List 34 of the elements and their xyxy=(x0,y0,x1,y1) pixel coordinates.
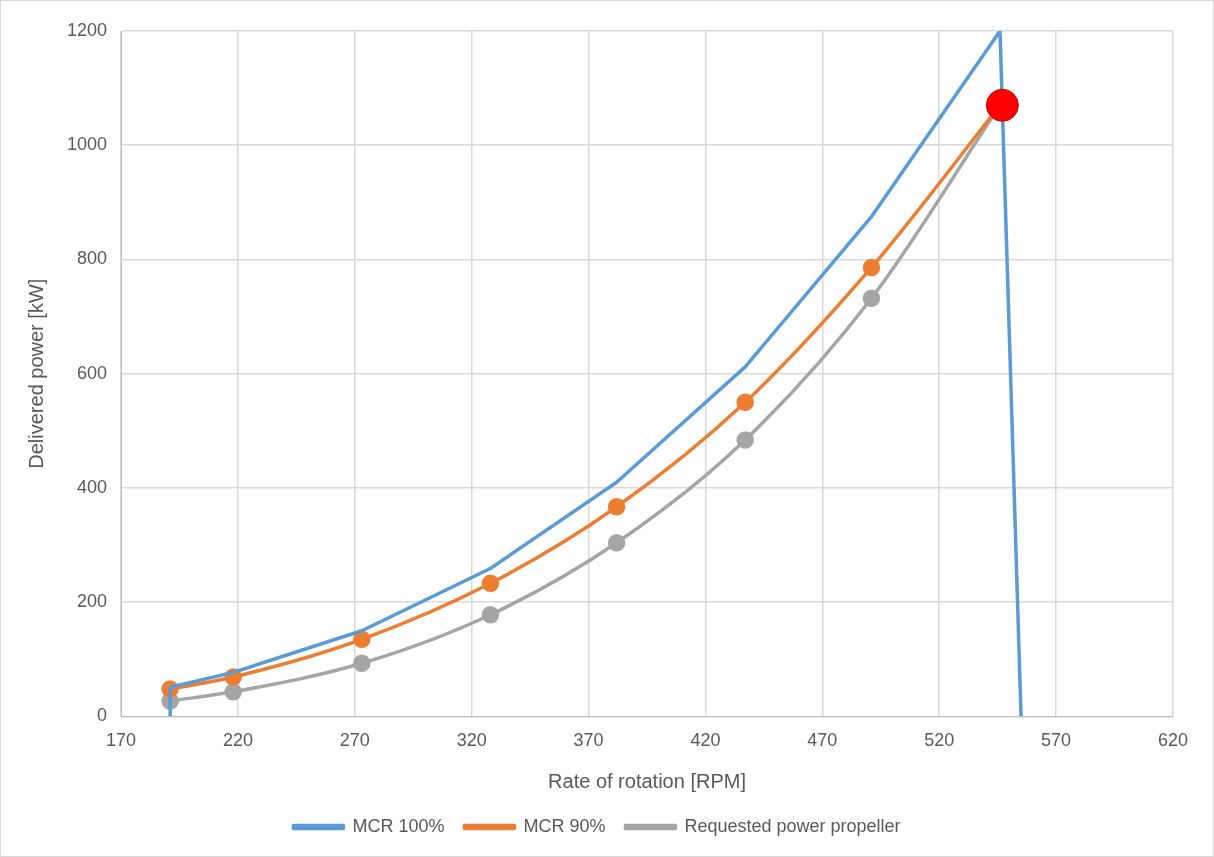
point xyxy=(607,498,626,516)
point xyxy=(862,289,881,308)
point xyxy=(481,605,500,624)
legend-label: MCR 90% xyxy=(523,815,606,836)
y-tick-label: 1200 xyxy=(67,19,108,40)
x-tick-label: 170 xyxy=(106,730,137,751)
point xyxy=(862,258,881,277)
x-tick-label: 270 xyxy=(339,730,370,751)
x-tick-label: 470 xyxy=(807,730,838,751)
x-tick-label: 320 xyxy=(456,730,487,751)
legend-label: Requested power propeller xyxy=(684,815,901,836)
y-tick-label: 800 xyxy=(77,248,108,269)
y-tick-label: 200 xyxy=(77,591,108,612)
x-axis-title: Rate of rotation [RPM] xyxy=(548,769,746,792)
y-axis-title: Delivered power [kW] xyxy=(24,278,47,469)
point xyxy=(607,534,626,552)
y-tick-label: 0 xyxy=(97,705,108,726)
legend-label: MCR 100% xyxy=(352,815,445,836)
x-tick-label: 620 xyxy=(1157,730,1189,751)
point xyxy=(736,393,754,412)
y-tick-label: 400 xyxy=(77,476,108,497)
point xyxy=(736,431,754,449)
point xyxy=(481,574,500,593)
x-tick-label: 570 xyxy=(1041,730,1072,751)
point xyxy=(353,654,371,673)
x-tick-label: 220 xyxy=(222,730,253,751)
x-tick-label: 420 xyxy=(690,730,721,751)
y-tick-label: 600 xyxy=(77,362,108,383)
point xyxy=(224,683,242,701)
point xyxy=(353,630,371,649)
y-tick-label: 1000 xyxy=(67,134,108,155)
point xyxy=(985,88,1019,122)
x-tick-label: 370 xyxy=(573,730,604,751)
x-tick-label: 520 xyxy=(924,730,955,751)
